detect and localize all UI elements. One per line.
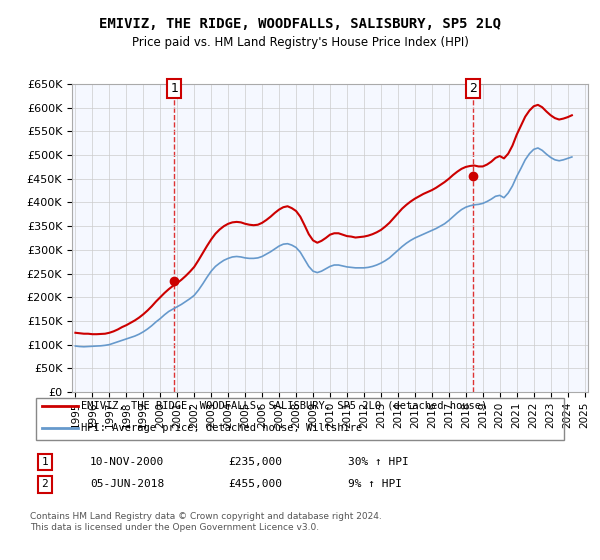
Text: EMIVIZ, THE RIDGE, WOODFALLS, SALISBURY, SP5 2LQ (detached house): EMIVIZ, THE RIDGE, WOODFALLS, SALISBURY,…: [81, 401, 487, 411]
Text: £235,000: £235,000: [228, 457, 282, 467]
Text: £455,000: £455,000: [228, 479, 282, 489]
Text: 05-JUN-2018: 05-JUN-2018: [90, 479, 164, 489]
Text: 1: 1: [170, 82, 178, 95]
Text: 2: 2: [469, 82, 477, 95]
Text: 2: 2: [41, 479, 49, 489]
Text: 10-NOV-2000: 10-NOV-2000: [90, 457, 164, 467]
Text: Contains HM Land Registry data © Crown copyright and database right 2024.
This d: Contains HM Land Registry data © Crown c…: [30, 512, 382, 532]
Text: EMIVIZ, THE RIDGE, WOODFALLS, SALISBURY, SP5 2LQ: EMIVIZ, THE RIDGE, WOODFALLS, SALISBURY,…: [99, 17, 501, 31]
Text: 9% ↑ HPI: 9% ↑ HPI: [348, 479, 402, 489]
Text: 30% ↑ HPI: 30% ↑ HPI: [348, 457, 409, 467]
Text: HPI: Average price, detached house, Wiltshire: HPI: Average price, detached house, Wilt…: [81, 423, 362, 433]
Text: Price paid vs. HM Land Registry's House Price Index (HPI): Price paid vs. HM Land Registry's House …: [131, 36, 469, 49]
Text: 1: 1: [41, 457, 49, 467]
